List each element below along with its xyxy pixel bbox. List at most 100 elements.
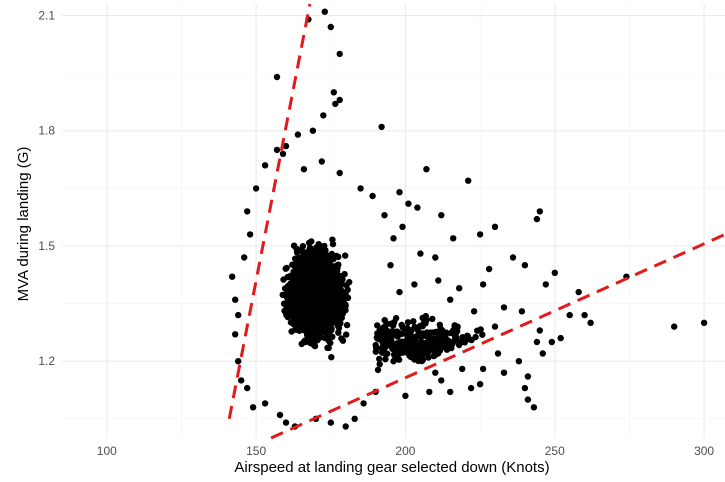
data-point <box>283 419 289 425</box>
data-point <box>412 324 418 330</box>
data-point <box>285 314 291 320</box>
data-point <box>405 201 411 207</box>
data-point <box>262 162 268 168</box>
minor-gridlines <box>62 4 725 438</box>
data-point <box>280 276 286 282</box>
data-point <box>390 235 396 241</box>
data-point <box>316 241 322 247</box>
data-point <box>449 341 455 347</box>
data-point <box>302 324 308 330</box>
data-point <box>465 178 471 184</box>
data-point <box>405 319 411 325</box>
data-point <box>285 299 291 305</box>
data-point <box>374 322 380 328</box>
data-point <box>314 313 320 319</box>
data-point <box>288 274 294 280</box>
data-point <box>385 341 391 347</box>
data-point <box>311 285 317 291</box>
data-point <box>284 265 290 271</box>
data-point <box>388 321 394 327</box>
data-point <box>438 377 444 383</box>
data-point <box>492 224 498 230</box>
data-point <box>329 297 335 303</box>
data-point <box>404 328 410 334</box>
data-point <box>525 396 531 402</box>
data-point <box>519 308 525 314</box>
data-point <box>480 366 486 372</box>
data-point <box>295 280 301 286</box>
data-point <box>450 327 456 333</box>
data-point <box>447 389 453 395</box>
data-point <box>244 208 250 214</box>
data-point <box>303 339 309 345</box>
data-point <box>378 124 384 130</box>
data-point <box>312 343 318 349</box>
data-point <box>288 328 294 334</box>
data-point <box>399 224 405 230</box>
data-point <box>450 235 456 241</box>
data-point <box>477 231 483 237</box>
data-point <box>332 253 338 259</box>
data-point <box>329 271 335 277</box>
data-point <box>459 366 465 372</box>
data-point <box>327 258 333 264</box>
x-tick-label: 100 <box>97 444 117 458</box>
data-point <box>330 309 336 315</box>
data-point <box>432 254 438 260</box>
data-point <box>552 270 558 276</box>
data-point <box>444 344 450 350</box>
data-point <box>525 373 531 379</box>
data-point <box>410 318 416 324</box>
data-point <box>581 312 587 318</box>
data-point <box>343 423 349 429</box>
data-point <box>394 340 400 346</box>
data-point <box>292 256 298 262</box>
data-point <box>344 322 350 328</box>
data-point <box>316 282 322 288</box>
data-point <box>429 316 435 322</box>
data-point <box>393 331 399 337</box>
y-tick-label: 2.1 <box>38 9 55 23</box>
data-point <box>296 327 302 333</box>
data-point <box>549 339 555 345</box>
data-point <box>229 274 235 280</box>
data-point <box>480 281 486 287</box>
data-point <box>402 349 408 355</box>
data-point <box>587 320 593 326</box>
data-point <box>280 151 286 157</box>
data-point <box>543 281 549 287</box>
x-tick-label: 300 <box>694 444 714 458</box>
data-point <box>432 370 438 376</box>
x-tick-label: 250 <box>545 444 565 458</box>
data-point <box>322 9 328 15</box>
data-point <box>330 241 336 247</box>
y-axis-tick-labels: 1.21.51.82.1 <box>38 9 55 369</box>
data-point <box>244 385 250 391</box>
data-point <box>326 282 332 288</box>
data-point <box>277 412 283 418</box>
data-point <box>411 356 417 362</box>
y-tick-label: 1.5 <box>38 239 55 253</box>
data-point <box>304 271 310 277</box>
data-point <box>343 282 349 288</box>
data-point <box>332 101 338 107</box>
data-point <box>375 367 381 373</box>
data-point <box>419 315 425 321</box>
data-point <box>342 307 348 313</box>
data-point <box>307 245 313 251</box>
data-point <box>306 304 312 310</box>
data-point <box>540 350 546 356</box>
data-point <box>387 262 393 268</box>
x-tick-label: 200 <box>395 444 415 458</box>
data-point <box>468 385 474 391</box>
data-point <box>447 297 453 303</box>
data-point <box>247 231 253 237</box>
data-point <box>342 252 348 258</box>
data-point <box>435 350 441 356</box>
data-point <box>340 338 346 344</box>
data-point <box>426 389 432 395</box>
data-point <box>478 326 484 332</box>
data-point <box>377 361 383 367</box>
data-point <box>380 340 386 346</box>
